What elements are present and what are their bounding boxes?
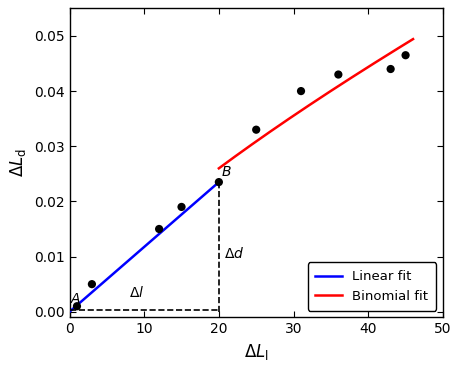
Binomial fit [216,166,222,170]
Text: $\Delta l$: $\Delta l$ [129,285,144,300]
Binomial fit [216,166,221,171]
Binomial fit [331,86,336,91]
Point [386,66,393,72]
Point [73,303,80,309]
Linear fit [216,180,221,184]
Y-axis label: $\Delta L_{\mathrm{d}}$: $\Delta L_{\mathrm{d}}$ [8,148,28,177]
X-axis label: $\Delta L_{\mathrm{l}}$: $\Delta L_{\mathrm{l}}$ [243,342,268,361]
Point [334,71,341,77]
Point [252,127,259,133]
Point [155,226,162,232]
Binomial fit [409,37,415,41]
Point [215,179,222,185]
Legend: Linear fit, Binomial fit: Linear fit, Binomial fit [307,262,436,311]
Line: Binomial fit: Binomial fit [218,39,412,168]
Point [88,281,95,287]
Line: Linear fit: Linear fit [69,182,218,312]
Linear fit [67,310,72,314]
Text: B: B [221,165,231,179]
Point [297,88,304,94]
Point [401,52,409,58]
Binomial fit [334,84,340,89]
Binomial fit [330,87,336,91]
Text: A: A [71,292,80,306]
Binomial fit [391,48,397,53]
Point [178,204,185,210]
Text: $\Delta d$: $\Delta d$ [224,246,244,261]
Binomial fit [379,56,385,60]
